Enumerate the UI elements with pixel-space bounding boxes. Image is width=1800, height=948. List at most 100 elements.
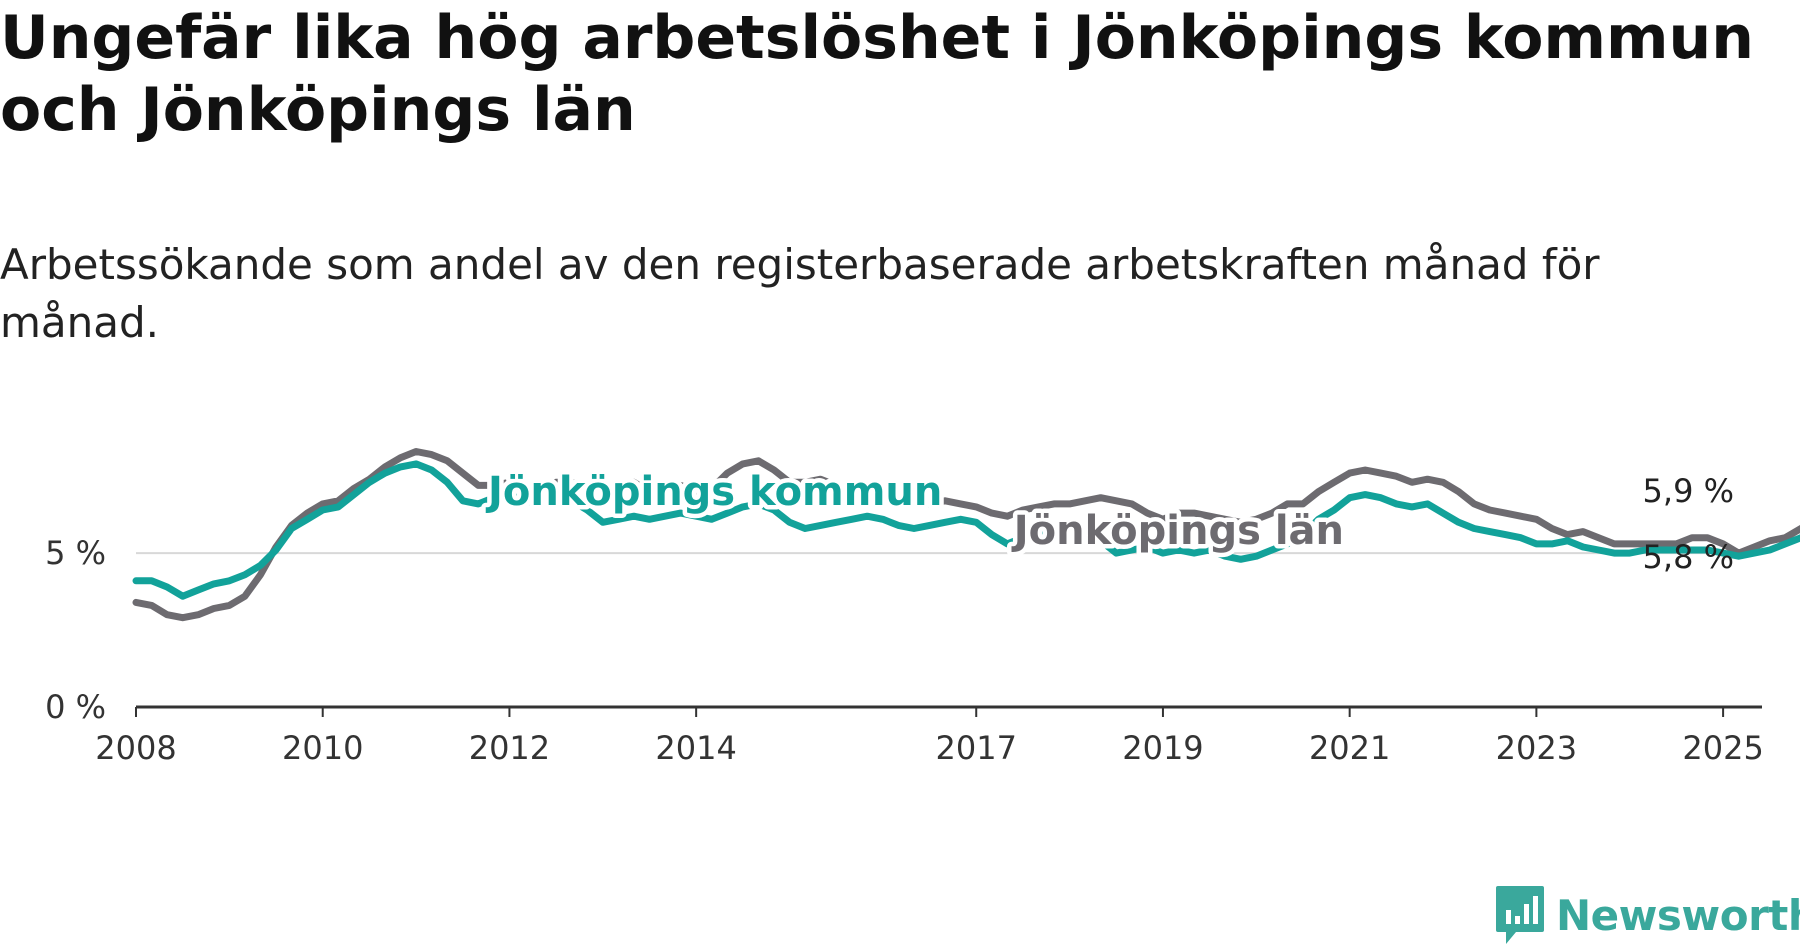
data-point <box>991 512 993 514</box>
data-point <box>680 484 682 486</box>
data-point <box>804 527 806 529</box>
data-point <box>1318 518 1320 520</box>
data-point <box>197 589 199 591</box>
data-point <box>275 549 277 551</box>
data-point <box>1349 497 1351 499</box>
data-point <box>1504 512 1506 514</box>
data-point <box>228 604 230 606</box>
data-point <box>633 515 635 517</box>
data-point <box>913 497 915 499</box>
data-point <box>1240 558 1242 560</box>
data-point <box>1722 543 1724 545</box>
label-layer: Jönköpings kommun Jönköpings län 5,9 % 5,8 … <box>481 465 1735 577</box>
data-point <box>1084 531 1086 533</box>
data-point <box>446 481 448 483</box>
data-point <box>1567 540 1569 542</box>
data-point <box>384 472 386 474</box>
data-point <box>742 506 744 508</box>
data-point <box>1037 506 1039 508</box>
data-point <box>1691 537 1693 539</box>
data-point <box>757 460 759 462</box>
data-point <box>1286 503 1288 505</box>
data-point <box>617 518 619 520</box>
series-layer <box>132 448 1800 622</box>
data-point <box>695 491 697 493</box>
data-point <box>602 484 604 486</box>
data-point <box>1442 512 1444 514</box>
data-point <box>477 484 479 486</box>
data-point <box>1660 549 1662 551</box>
data-point <box>259 564 261 566</box>
data-point <box>446 460 448 462</box>
data-point <box>1069 524 1071 526</box>
data-point <box>1364 469 1366 471</box>
data-point <box>1675 543 1677 545</box>
data-point <box>1644 543 1646 545</box>
data-point <box>1753 546 1755 548</box>
data-point <box>820 478 822 480</box>
data-point <box>493 497 495 499</box>
data-point <box>804 481 806 483</box>
data-point <box>1022 509 1024 511</box>
data-point <box>1660 543 1662 545</box>
data-point <box>1318 491 1320 493</box>
data-point <box>555 491 557 493</box>
data-point <box>789 481 791 483</box>
data-point <box>1131 503 1133 505</box>
data-point <box>353 487 355 489</box>
data-point <box>1255 518 1257 520</box>
data-point <box>431 469 433 471</box>
data-point <box>1691 549 1693 551</box>
data-point <box>1193 512 1195 514</box>
x-tick-label: 2012 <box>469 729 550 767</box>
x-tick-label: 2014 <box>655 729 736 767</box>
series-label-0: Jönköpings län <box>1011 508 1344 554</box>
data-point <box>1053 527 1055 529</box>
data-point <box>1520 537 1522 539</box>
data-point <box>1738 555 1740 557</box>
data-point <box>1426 478 1428 480</box>
chart-title: Ungefär lika hög arbetslöshet i Jönköpin… <box>0 3 1754 145</box>
data-point <box>151 580 153 582</box>
data-point <box>1582 546 1584 548</box>
data-point <box>1411 481 1413 483</box>
x-tick-label: 2017 <box>936 729 1017 767</box>
data-point <box>1131 549 1133 551</box>
data-point <box>1769 540 1771 542</box>
data-point <box>617 487 619 489</box>
data-point <box>1644 549 1646 551</box>
data-point <box>166 614 168 616</box>
data-point <box>197 614 199 616</box>
data-point <box>960 503 962 505</box>
data-point <box>1084 500 1086 502</box>
data-point <box>1784 543 1786 545</box>
data-point <box>1006 515 1008 517</box>
data-point <box>1178 549 1180 551</box>
data-point <box>306 512 308 514</box>
data-point <box>1380 472 1382 474</box>
data-point <box>1193 552 1195 554</box>
data-point <box>1582 531 1584 533</box>
data-point <box>1395 475 1397 477</box>
data-point <box>835 521 837 523</box>
data-point <box>1100 540 1102 542</box>
data-point <box>742 463 744 465</box>
data-point <box>929 524 931 526</box>
data-point <box>1115 552 1117 554</box>
data-point <box>1598 537 1600 539</box>
data-point <box>182 617 184 619</box>
data-point <box>1271 549 1273 551</box>
data-point <box>960 518 962 520</box>
data-point <box>1162 518 1164 520</box>
data-point <box>540 503 542 505</box>
data-point <box>648 518 650 520</box>
data-point <box>259 574 261 576</box>
data-point <box>1209 549 1211 551</box>
data-point <box>1489 531 1491 533</box>
y-tick-label: 5 % <box>45 534 106 572</box>
data-point <box>400 457 402 459</box>
x-tick-label: 2008 <box>95 729 176 767</box>
data-point <box>493 484 495 486</box>
end-value-label: 5,8 % <box>1643 538 1734 576</box>
data-point <box>415 463 417 465</box>
